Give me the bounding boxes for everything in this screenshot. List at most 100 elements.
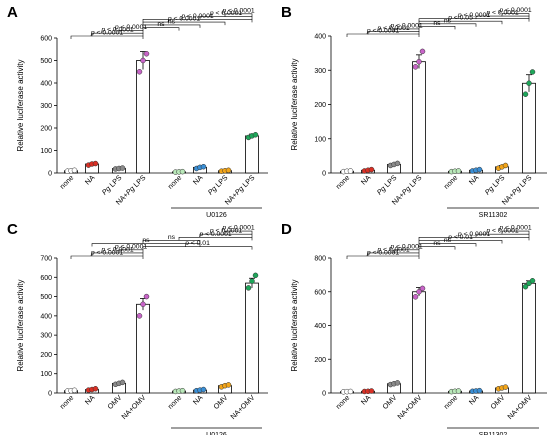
data-point (119, 165, 126, 171)
x-tick-label-part: NA (191, 173, 205, 187)
inhibitor-label: U0126 (206, 212, 227, 219)
panel-a: A Relative luciferase activity 0 100 200 300 4… (7, 4, 268, 219)
data-point (476, 166, 483, 173)
significance-value: < 0.0001 (462, 12, 491, 19)
y-tick-label: 300 (314, 68, 326, 75)
significance-p: p (221, 225, 226, 232)
data-point (92, 386, 99, 392)
data-point (394, 160, 401, 167)
data-point (143, 51, 150, 57)
significance-bracket (224, 13, 253, 17)
significance-bracket (475, 233, 530, 238)
x-tick-label-part: OMV (488, 393, 506, 411)
x-tick-label-part: none (442, 173, 460, 191)
significance-p: p (209, 228, 214, 235)
y-tick-label: 200 (40, 126, 52, 133)
significance-bracket (346, 33, 420, 37)
y-tick-label: 0 (48, 391, 52, 398)
x-tick-label: Pg LPS (206, 173, 230, 197)
significance-bracket (142, 24, 201, 28)
y-tick-label: 800 (314, 256, 326, 263)
significance-bracket (393, 28, 420, 32)
data-point (119, 379, 126, 386)
significance-p: p (114, 24, 119, 31)
x-tick-label-part: LPS (239, 173, 257, 191)
x-tick-label-part: NA+OMV (228, 393, 256, 421)
data-point (502, 384, 509, 390)
x-tick-label-part: NA (83, 393, 97, 407)
significance-label: p < 0.0001 (114, 24, 148, 31)
inhibitor-label: SR11302 (479, 212, 508, 219)
bar (245, 282, 259, 394)
significance-value: < 0.0001 (503, 225, 532, 232)
y-tick-label: 0 (322, 171, 326, 178)
significance-label: p < 0.0001 (376, 25, 410, 32)
bar (245, 135, 259, 174)
significance-bracket (91, 252, 144, 256)
panel-letter: D (281, 221, 292, 238)
significance-label: p < 0.0001 (221, 225, 255, 232)
significance-label: p < 0.0001 (389, 243, 423, 250)
significance-bracket (118, 30, 144, 34)
data-point (92, 160, 99, 167)
significance-value: < 0.0001 (394, 243, 423, 250)
data-point (416, 58, 422, 65)
x-tick-label: NA+OMV (119, 393, 147, 421)
x-tick-label: none (58, 173, 76, 191)
significance-bracket (142, 240, 201, 244)
significance-label: p < 0.0001 (180, 13, 214, 20)
data-point (412, 294, 419, 300)
y-tick-label: 0 (322, 391, 326, 398)
y-tick-label: 600 (40, 275, 52, 282)
y-tick-label: 500 (40, 294, 52, 301)
x-tick-label-part: NA+OMV (119, 393, 147, 421)
y-tick-label: 0 (48, 171, 52, 178)
significance-label: p < 0.0001 (498, 7, 532, 14)
significance-p: p (376, 246, 381, 253)
x-tick-label: OMV (211, 393, 229, 411)
data-point (140, 57, 146, 64)
y-tick-label: 500 (40, 58, 52, 65)
data-point (419, 285, 426, 292)
significance-bracket (418, 246, 456, 250)
significance-bracket (142, 19, 253, 23)
y-tick-label: 100 (40, 148, 52, 155)
data-point (455, 168, 462, 174)
x-tick-label-part: none (334, 393, 352, 411)
data-point (225, 167, 232, 174)
y-tick-label: 400 (314, 323, 326, 330)
significance-label: p < 0.0001 (457, 12, 491, 19)
significance-p: p (485, 10, 490, 17)
significance-p: p (100, 27, 105, 34)
significance-value: < 0.0001 (226, 225, 255, 232)
data-point (394, 380, 401, 386)
x-tick-label-part: LPS (516, 173, 534, 191)
x-tick-label: NA+OMV (395, 393, 423, 421)
significance-p: p (209, 10, 214, 17)
x-tick-label: NA (191, 393, 205, 407)
significance-bracket (418, 23, 477, 27)
x-tick-label-part: NA+OMV (395, 393, 423, 421)
x-tick-label-part: LPS (106, 173, 124, 191)
x-tick-label: NA (467, 173, 481, 187)
significance-bracket (70, 255, 144, 259)
data-point (412, 64, 419, 70)
x-tick-label: none (442, 173, 460, 191)
x-tick-label: none (334, 393, 352, 411)
data-point (143, 293, 150, 300)
significance-value: < 0.0001 (381, 25, 410, 32)
y-axis-label: Relative luciferase activity (290, 58, 299, 150)
significance-p: p (376, 25, 381, 32)
panel-letter: B (281, 4, 292, 21)
data-point (71, 387, 78, 394)
data-point (252, 132, 259, 138)
y-tick-label: 200 (40, 352, 52, 359)
significance-bracket (418, 240, 503, 244)
data-point (200, 163, 207, 170)
x-tick-label: Pg LPS (483, 173, 507, 197)
x-tick-label-part: none (58, 393, 76, 411)
x-tick-label-part: NA (359, 393, 373, 407)
significance-bracket (224, 230, 253, 235)
significance-value: < 0.0001 (371, 28, 400, 35)
